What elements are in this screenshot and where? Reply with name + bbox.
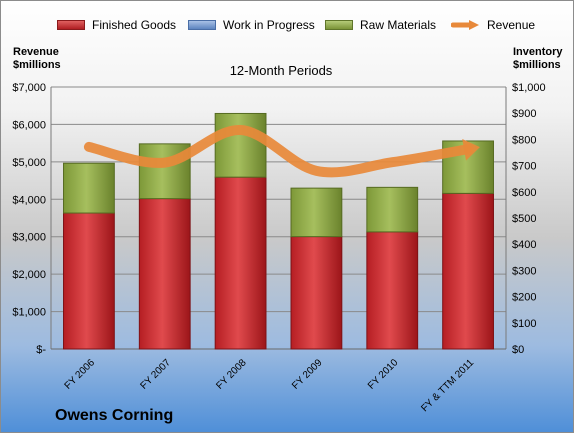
legend-item-raw-materials: Raw Materials — [325, 16, 436, 34]
legend-label-raw-materials: Raw Materials — [360, 18, 437, 32]
bar-raw-materials-3 — [290, 187, 343, 238]
revenue-line — [83, 125, 474, 178]
right-tick-label-4: $400 — [512, 239, 536, 251]
legend-swatch-revenue — [451, 20, 479, 30]
bar-raw-materials-4 — [366, 186, 419, 233]
x-tick-label-2: FY 2008 — [214, 357, 249, 392]
legend-label-revenue: Revenue — [487, 18, 536, 32]
bar-finished-goods-2 — [214, 176, 267, 350]
left-tick-label-2: $2,000 — [12, 269, 46, 281]
left-tick-label-5: $5,000 — [12, 157, 46, 169]
bar-finished-goods-5 — [442, 192, 494, 350]
bar-finished-goods-0 — [63, 212, 115, 350]
legend-label-work-in-progress: Work in Progress — [223, 18, 315, 32]
x-tick-label-5: FY & TTM 2011 — [419, 357, 476, 414]
right-tick-label-3: $300 — [512, 265, 536, 277]
right-tick-label-8: $800 — [512, 134, 536, 146]
right-tick-label-5: $500 — [512, 213, 536, 225]
chart-title: 12-Month Periods — [229, 63, 333, 78]
x-tick-label-4: FY 2010 — [366, 357, 401, 392]
x-tick-label-3: FY 2009 — [290, 357, 325, 392]
left-tick-label-4: $4,000 — [12, 194, 46, 206]
bar-finished-goods-1 — [138, 198, 191, 350]
legend-swatch-raw-materials — [325, 20, 353, 30]
legend-item-revenue: Revenue — [451, 16, 535, 34]
left-tick-label-0: $- — [36, 344, 46, 356]
x-tick-label-0: FY 2006 — [63, 357, 98, 392]
right-tick-label-10: $1,000 — [512, 82, 546, 94]
bar-finished-goods-3 — [290, 236, 343, 350]
right-tick-label-7: $700 — [512, 161, 536, 173]
right-axis-title: Inventory $millions — [513, 46, 563, 71]
bar-raw-materials-2 — [214, 112, 267, 178]
legend-swatch-work-in-progress — [188, 20, 216, 30]
left-tick-label-6: $6,000 — [12, 119, 46, 131]
right-tick-label-0: $0 — [512, 344, 524, 356]
legend-label-finished-goods: Finished Goods — [92, 18, 177, 32]
bar-raw-materials-0 — [63, 162, 115, 214]
left-tick-label-3: $3,000 — [12, 232, 46, 244]
right-tick-label-2: $200 — [512, 292, 536, 304]
bar-finished-goods-4 — [366, 231, 419, 350]
right-tick-label-6: $600 — [512, 187, 536, 199]
company-name: Owens Corning — [55, 407, 174, 424]
right-tick-label-1: $100 — [512, 318, 536, 330]
revenue-arrowhead — [462, 138, 480, 161]
left-tick-label-7: $7,000 — [12, 82, 46, 94]
x-tick-label-1: FY 2007 — [138, 357, 173, 392]
left-axis-title: Revenue $millions — [13, 46, 61, 71]
legend-item-finished-goods: Finished Goods — [57, 16, 176, 34]
legend-swatch-finished-goods — [57, 20, 85, 30]
legend: Finished Goods Work in Progress Raw Mate… — [1, 16, 573, 34]
right-tick-label-9: $900 — [512, 108, 536, 120]
left-tick-label-1: $1,000 — [12, 307, 46, 319]
legend-item-work-in-progress: Work in Progress — [188, 16, 315, 34]
